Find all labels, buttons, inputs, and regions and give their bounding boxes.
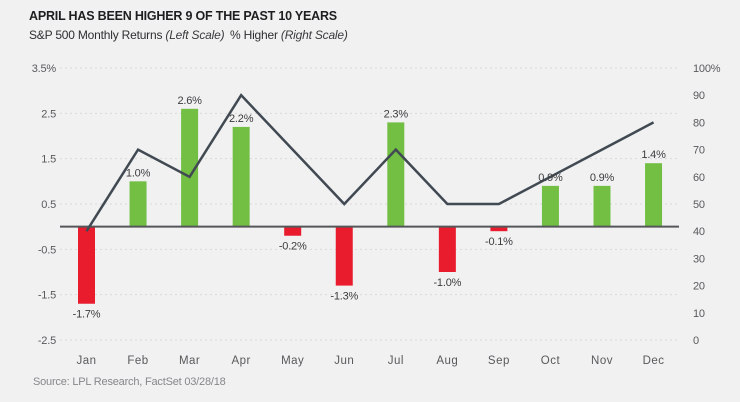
legend: S&P 500 Monthly Returns (Left Scale) % H… xyxy=(0,28,740,44)
month-label-Mar: Mar xyxy=(179,355,200,367)
data-label-Aug: -1.0% xyxy=(433,277,461,289)
legend-item-monthly-returns: S&P 500 Monthly Returns (Left Scale) xyxy=(29,28,225,42)
legend-right-label: % Higher xyxy=(230,28,278,42)
month-label-Dec: Dec xyxy=(643,355,665,367)
right-axis-tick: 100% xyxy=(693,63,721,75)
data-label-Oct: 0.9% xyxy=(538,172,563,184)
month-label-Jan: Jan xyxy=(76,355,96,367)
right-axis-tick: 90 xyxy=(693,90,705,102)
left-axis-tick: -0.5 xyxy=(38,244,56,256)
month-label-Aug: Aug xyxy=(436,355,458,367)
bar-Jun xyxy=(335,226,353,286)
legend-left-label: S&P 500 Monthly Returns xyxy=(29,28,163,42)
legend-right-scale-note: (Right Scale) xyxy=(280,28,348,42)
data-label-Jul: 2.3% xyxy=(384,108,409,120)
right-axis-tick: 30 xyxy=(693,253,705,265)
bar-Feb xyxy=(129,181,147,227)
left-axis-tick: 3.5% xyxy=(32,63,57,75)
bar-Jul xyxy=(387,122,405,227)
bar-Aug xyxy=(438,226,456,272)
left-axis-tick: -1.5 xyxy=(38,290,56,302)
data-label-Jun: -1.3% xyxy=(330,291,358,303)
left-axis-tick: 2.5 xyxy=(41,108,56,120)
left-axis-tick: -2.5 xyxy=(38,335,56,347)
month-label-May: May xyxy=(281,355,304,367)
data-label-Apr: 2.2% xyxy=(229,113,254,125)
chart-title: APRIL HAS BEEN HIGHER 9 OF THE PAST 10 Y… xyxy=(29,9,337,23)
right-axis-tick: 0 xyxy=(693,335,699,347)
bar-Mar xyxy=(181,108,199,227)
right-axis-tick: 60 xyxy=(693,172,705,184)
source-attribution: Source: LPL Research, FactSet 03/28/18 xyxy=(33,376,226,388)
legend-left-scale-note: (Left Scale) xyxy=(165,28,225,42)
month-label-Feb: Feb xyxy=(127,355,148,367)
left-axis-tick: 0.5 xyxy=(41,199,56,211)
bar-May xyxy=(284,226,302,236)
right-axis-tick: 70 xyxy=(693,145,705,157)
month-label-Sep: Sep xyxy=(488,355,510,367)
bar-Sep xyxy=(490,226,508,232)
bar-Dec xyxy=(645,163,663,227)
data-label-Dec: 1.4% xyxy=(641,149,666,161)
month-label-Jun: Jun xyxy=(334,355,354,367)
right-axis-tick: 50 xyxy=(693,199,705,211)
legend-item-pct-higher: % Higher (Right Scale) xyxy=(230,28,348,42)
data-label-May: -0.2% xyxy=(279,241,307,253)
month-label-Apr: Apr xyxy=(231,355,250,367)
pct-higher-line xyxy=(85,93,655,232)
data-label-Mar: 2.6% xyxy=(177,95,202,107)
right-axis-tick: 20 xyxy=(693,281,705,293)
right-axis-tick: 40 xyxy=(693,226,705,238)
data-label-Sep: -0.1% xyxy=(485,236,513,248)
right-axis-tick: 10 xyxy=(693,308,705,320)
bar-Oct xyxy=(541,185,559,227)
data-label-Nov: 0.9% xyxy=(590,172,615,184)
right-axis-tick: 80 xyxy=(693,117,705,129)
month-label-Oct: Oct xyxy=(541,355,561,367)
bar-Nov xyxy=(593,185,611,227)
month-label-Nov: Nov xyxy=(591,355,613,367)
bar-Jan xyxy=(78,226,95,304)
bar-Apr xyxy=(232,126,250,227)
left-axis-tick: 1.5 xyxy=(41,154,56,166)
month-label-Jul: Jul xyxy=(388,355,404,367)
data-label-Feb: 1.0% xyxy=(126,167,151,179)
data-label-Jan: -1.7% xyxy=(73,309,101,321)
